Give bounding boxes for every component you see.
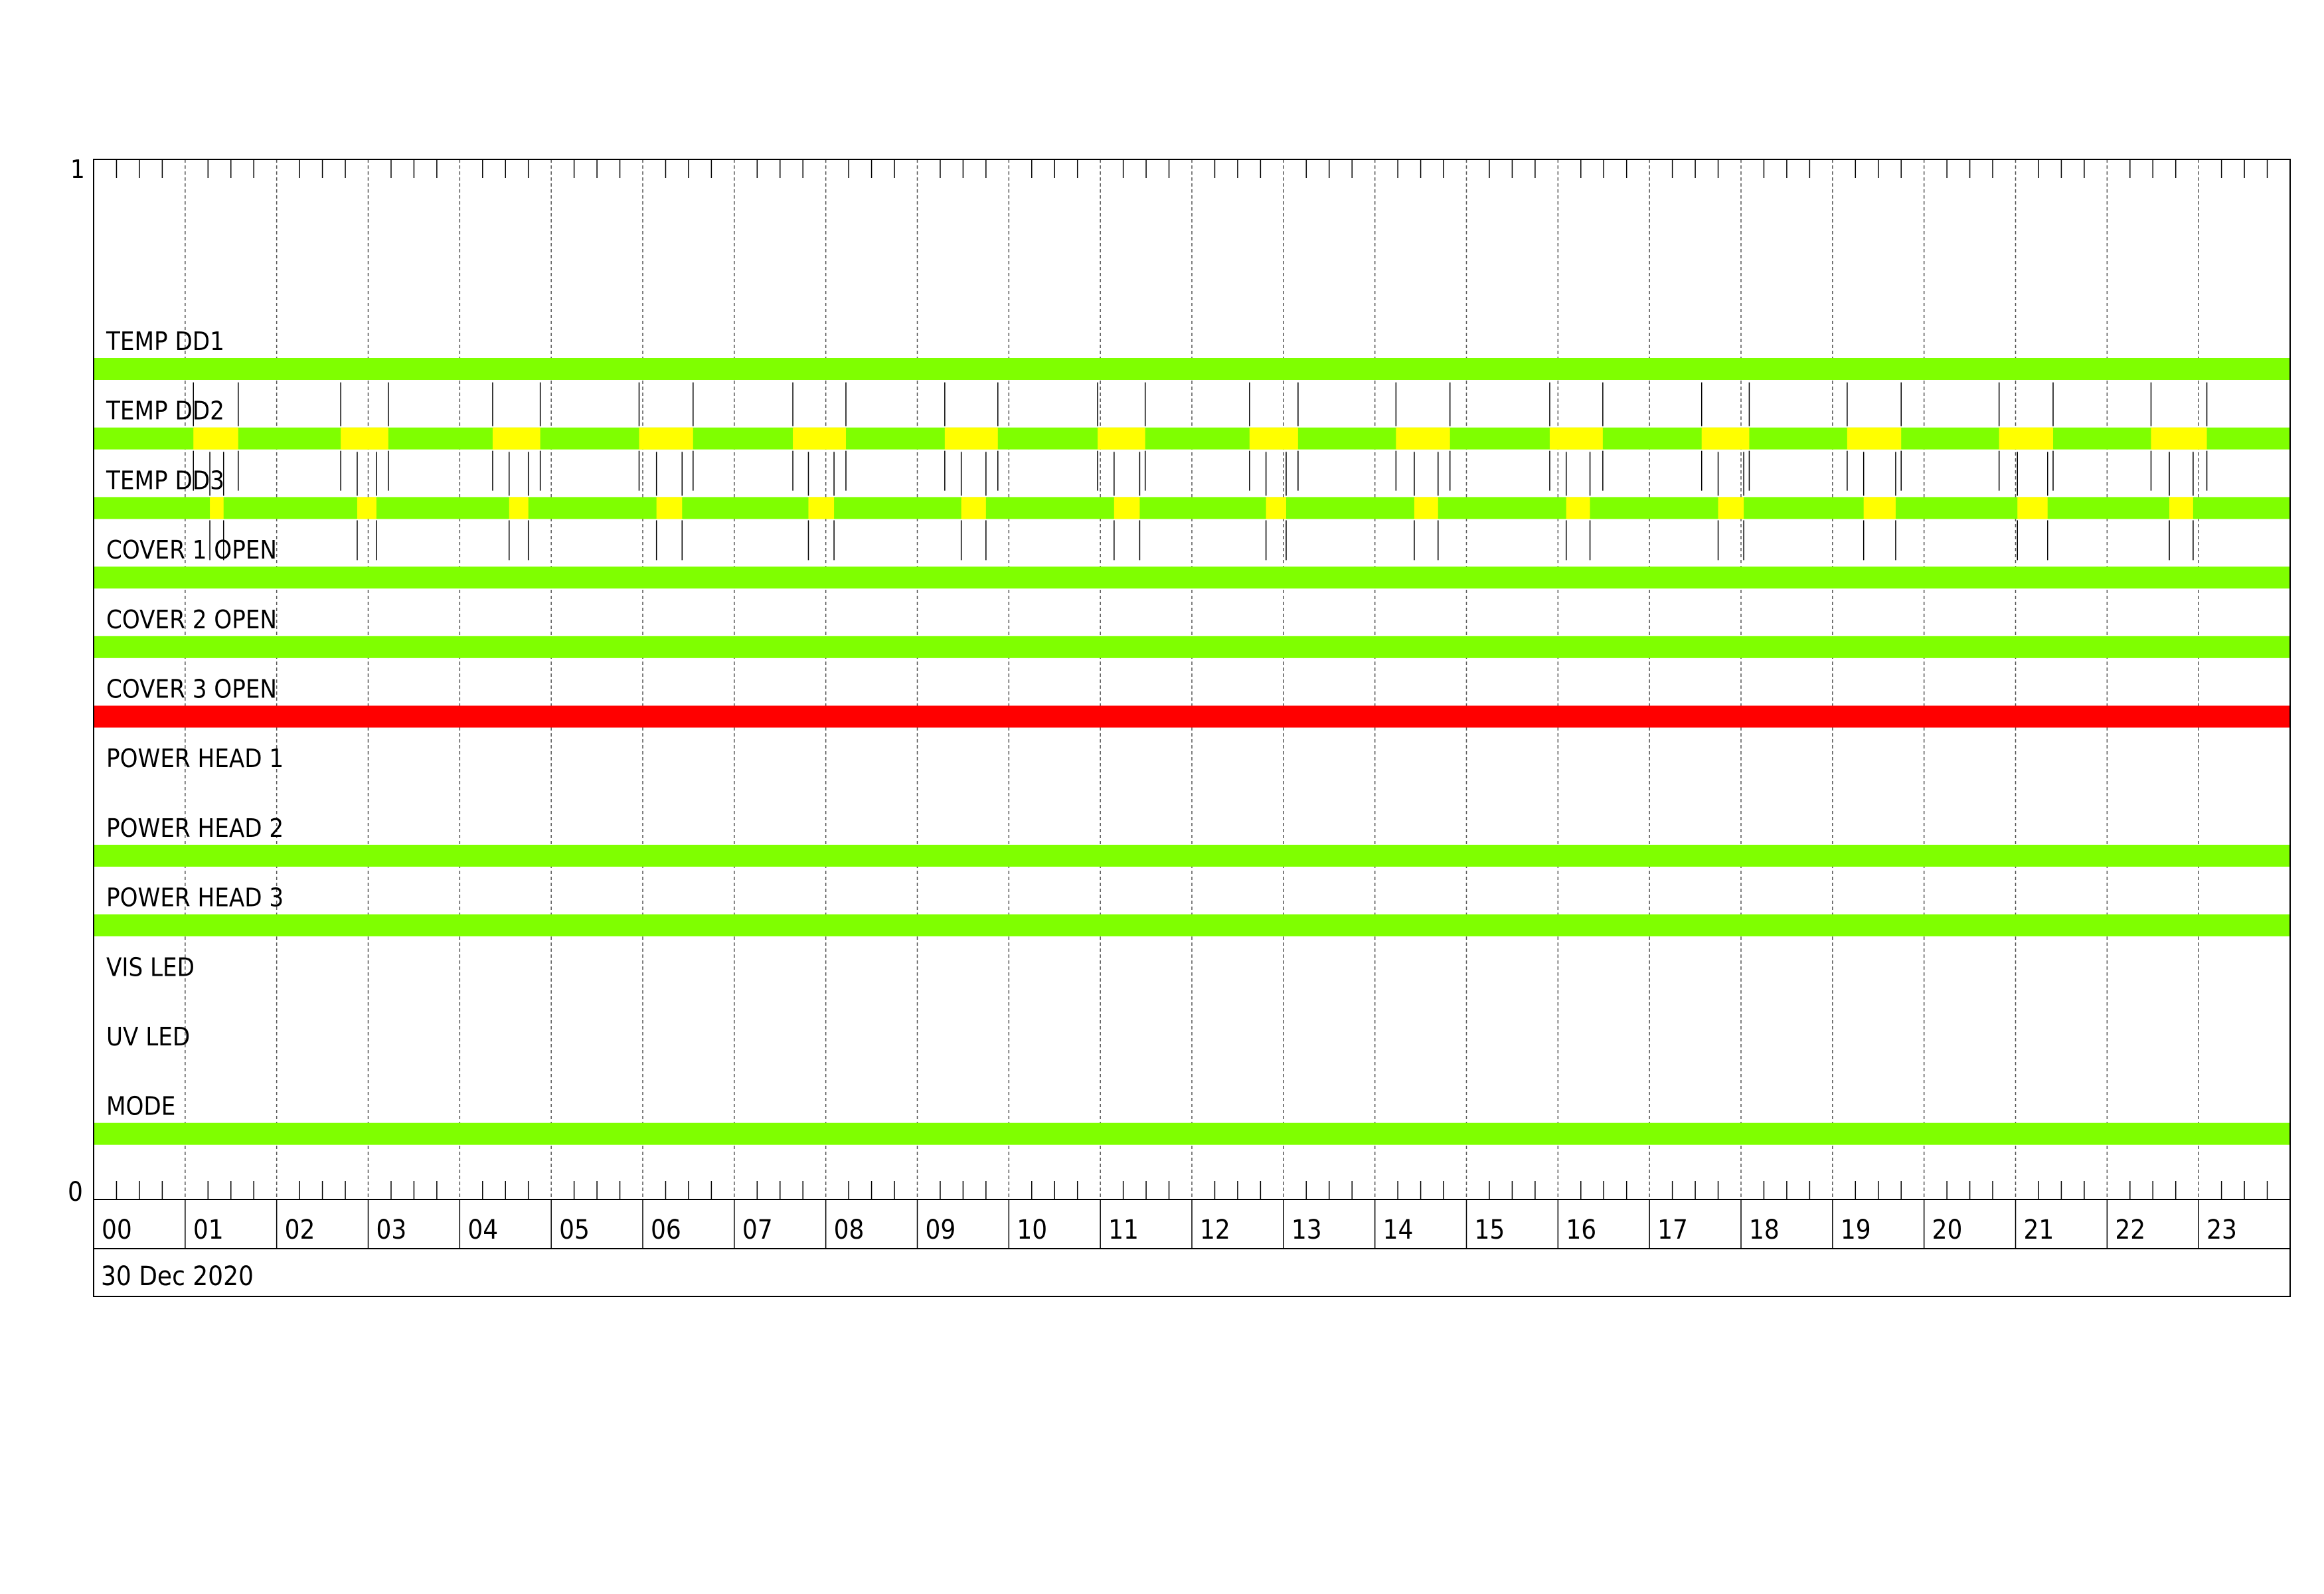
status-segment-warning <box>944 427 998 450</box>
status-bar-ok <box>94 567 2290 589</box>
row-label: TEMP DD1 <box>106 327 224 356</box>
status-bar-alarm <box>94 705 2290 728</box>
status-segment-warning <box>341 427 388 450</box>
status-segment-warning <box>793 427 846 450</box>
status-segment-warning <box>656 497 683 519</box>
status-segment-warning <box>509 497 529 519</box>
row-labels: TEMP DD1 TEMP DD2 TEMP DD3 COVER 1 OPEN COVE… <box>106 327 284 1121</box>
y-bottom-label: 0 <box>68 1177 83 1207</box>
status-segment-warning <box>1098 427 1145 450</box>
hour-tick-label: 21 <box>2024 1215 2054 1245</box>
hour-tick-label: 17 <box>1657 1215 1688 1245</box>
status-segment-warning <box>639 427 693 450</box>
status-segment-warning <box>1249 427 1298 450</box>
status-segment-warning <box>1847 427 1902 450</box>
status-bar-ok <box>94 497 2290 519</box>
hour-tick-label: 09 <box>926 1215 956 1245</box>
hour-tick-label: 06 <box>651 1215 681 1245</box>
hour-tick-label: 22 <box>2115 1215 2145 1245</box>
status-bar-ok <box>94 914 2290 936</box>
status-segment-warning <box>808 497 835 519</box>
status-segment-warning <box>961 497 986 519</box>
hour-tick-label: 08 <box>834 1215 865 1245</box>
transition-marks <box>193 382 2208 561</box>
hour-tick-label: 02 <box>285 1215 315 1245</box>
hour-tick-label: 23 <box>2206 1215 2237 1245</box>
row-label: MODE <box>106 1092 175 1121</box>
hour-tick-label: 04 <box>467 1215 498 1245</box>
status-segment-warning <box>1701 427 1750 450</box>
status-segment-warning <box>1266 497 1286 519</box>
status-segment-warning <box>1414 497 1438 519</box>
row-label: TEMP DD2 <box>106 397 224 426</box>
hour-tick-label: 13 <box>1291 1215 1322 1245</box>
bars <box>94 358 2290 1145</box>
status-segment-warning <box>1718 497 1744 519</box>
hour-tick-label: 20 <box>1932 1215 1963 1245</box>
status-segment-warning <box>1396 427 1450 450</box>
status-bar-ok <box>94 636 2290 658</box>
status-segment-warning <box>1863 497 1896 519</box>
hour-tick-label: 03 <box>376 1215 407 1245</box>
row-label: POWER HEAD 3 <box>106 883 284 913</box>
status-segment-warning <box>1549 427 1603 450</box>
status-segment-warning <box>1999 427 2054 450</box>
hour-tick-label: 07 <box>742 1215 773 1245</box>
status-segment-warning <box>210 497 224 519</box>
y-top-label: 1 <box>70 155 85 184</box>
hour-tick-label: 12 <box>1200 1215 1230 1245</box>
status-segment-warning <box>492 427 540 450</box>
status-segment-warning <box>357 497 376 519</box>
hour-tick-label: 10 <box>1017 1215 1047 1245</box>
status-segment-warning <box>2151 427 2207 450</box>
row-label: UV LED <box>106 1022 190 1051</box>
hour-tick-label: 15 <box>1475 1215 1505 1245</box>
row-label: COVER 3 OPEN <box>106 675 277 704</box>
status-bar-ok <box>94 358 2290 380</box>
status-bar-ok <box>94 427 2290 450</box>
hour-tick-label: 05 <box>559 1215 590 1245</box>
date-label: 30 Dec 2020 <box>101 1261 254 1292</box>
hour-tick-label: 14 <box>1383 1215 1414 1245</box>
status-segment-warning <box>1114 497 1140 519</box>
axes: 1 0 30 Dec 2020 00 01 02 03 04 05 06 07 08 09 10 11… <box>68 155 2291 1297</box>
row-label: COVER 1 OPEN <box>106 535 277 565</box>
hour-tick-label: 16 <box>1566 1215 1596 1245</box>
grid <box>116 159 2268 1249</box>
row-label: POWER HEAD 1 <box>106 744 284 773</box>
status-segment-warning <box>2017 497 2048 519</box>
hour-tick-label: 19 <box>1841 1215 1871 1245</box>
status-segment-warning <box>2169 497 2193 519</box>
hour-tick-label: 00 <box>102 1215 132 1245</box>
row-label: POWER HEAD 2 <box>106 814 284 843</box>
status-bar-ok <box>94 844 2290 867</box>
hour-tick-label: 11 <box>1108 1215 1139 1245</box>
row-label: COVER 2 OPEN <box>106 605 277 634</box>
row-label: VIS LED <box>106 952 195 982</box>
row-label: TEMP DD3 <box>106 466 224 495</box>
status-segment-warning <box>193 427 238 450</box>
status-segment-warning <box>1566 497 1590 519</box>
hour-tick-label: 01 <box>193 1215 224 1245</box>
plot-frame <box>93 159 2291 1297</box>
hour-tick-label: 18 <box>1749 1215 1780 1245</box>
status-bar-ok <box>94 1122 2290 1145</box>
